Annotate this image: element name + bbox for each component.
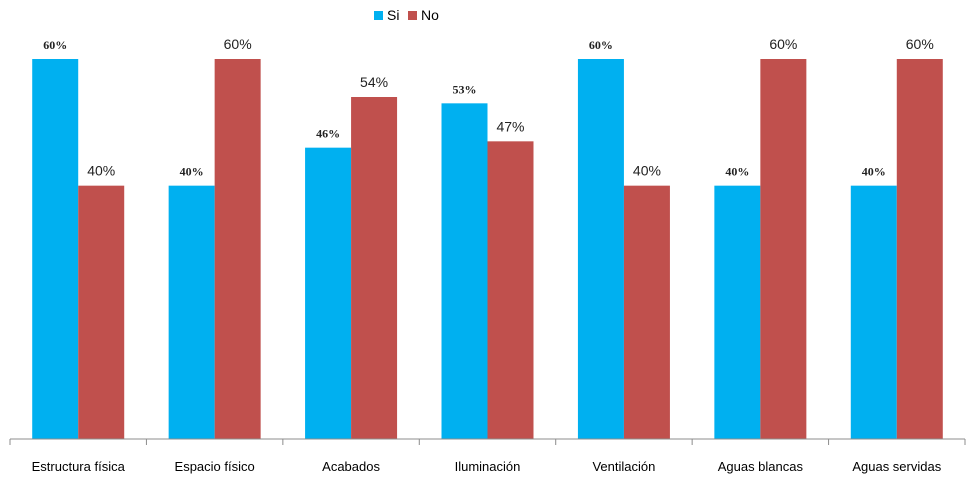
data-labels-group: 60% 40% 40% 60% 46% 54% 53% 47% 60% 40% 40% 60% 40% 6… [43,36,934,179]
bar-si [714,185,761,439]
x-axis: Estructura física Espacio físico Acabados I… [9,438,966,474]
data-label-si: 40% [180,165,204,179]
x-tick-label: Espacio físico [175,459,255,474]
data-label-si: 53% [453,82,477,96]
bars-group [32,59,943,440]
legend-label-si: Si [387,7,399,23]
data-label-no: 60% [906,36,934,52]
bar-no [351,97,398,439]
legend-label-no: No [421,7,439,23]
bar-si [168,185,215,439]
x-tick-label: Estructura física [32,459,126,474]
data-label-no: 47% [496,118,524,134]
data-label-si: 40% [725,165,749,179]
x-tick-label: Ventilación [592,459,655,474]
x-tick-label: Iluminación [455,459,521,474]
bar-si [441,103,488,439]
bar-no [623,185,670,439]
legend-swatch-si [374,11,383,20]
data-label-no: 60% [224,36,252,52]
data-label-si: 60% [589,38,613,52]
bar-no [487,141,534,440]
bar-no [78,185,125,439]
data-label-si: 60% [43,38,67,52]
bar-si [32,59,79,439]
x-tick-label: Aguas servidas [852,459,941,474]
bar-no [896,59,943,439]
data-label-no: 40% [633,163,661,179]
x-tick-label: Acabados [322,459,380,474]
data-label-no: 40% [87,163,115,179]
data-label-si: 46% [316,127,340,141]
bar-no [760,59,807,439]
x-tick-label: Aguas blancas [718,459,804,474]
chart-legend: Si No [374,7,439,23]
bar-no [214,59,261,439]
bar-si [577,59,624,439]
data-label-no: 60% [769,36,797,52]
legend-swatch-no [408,11,417,20]
data-label-si: 40% [862,165,886,179]
bar-si [305,147,352,439]
bar-si [850,185,897,439]
data-label-no: 54% [360,74,388,90]
